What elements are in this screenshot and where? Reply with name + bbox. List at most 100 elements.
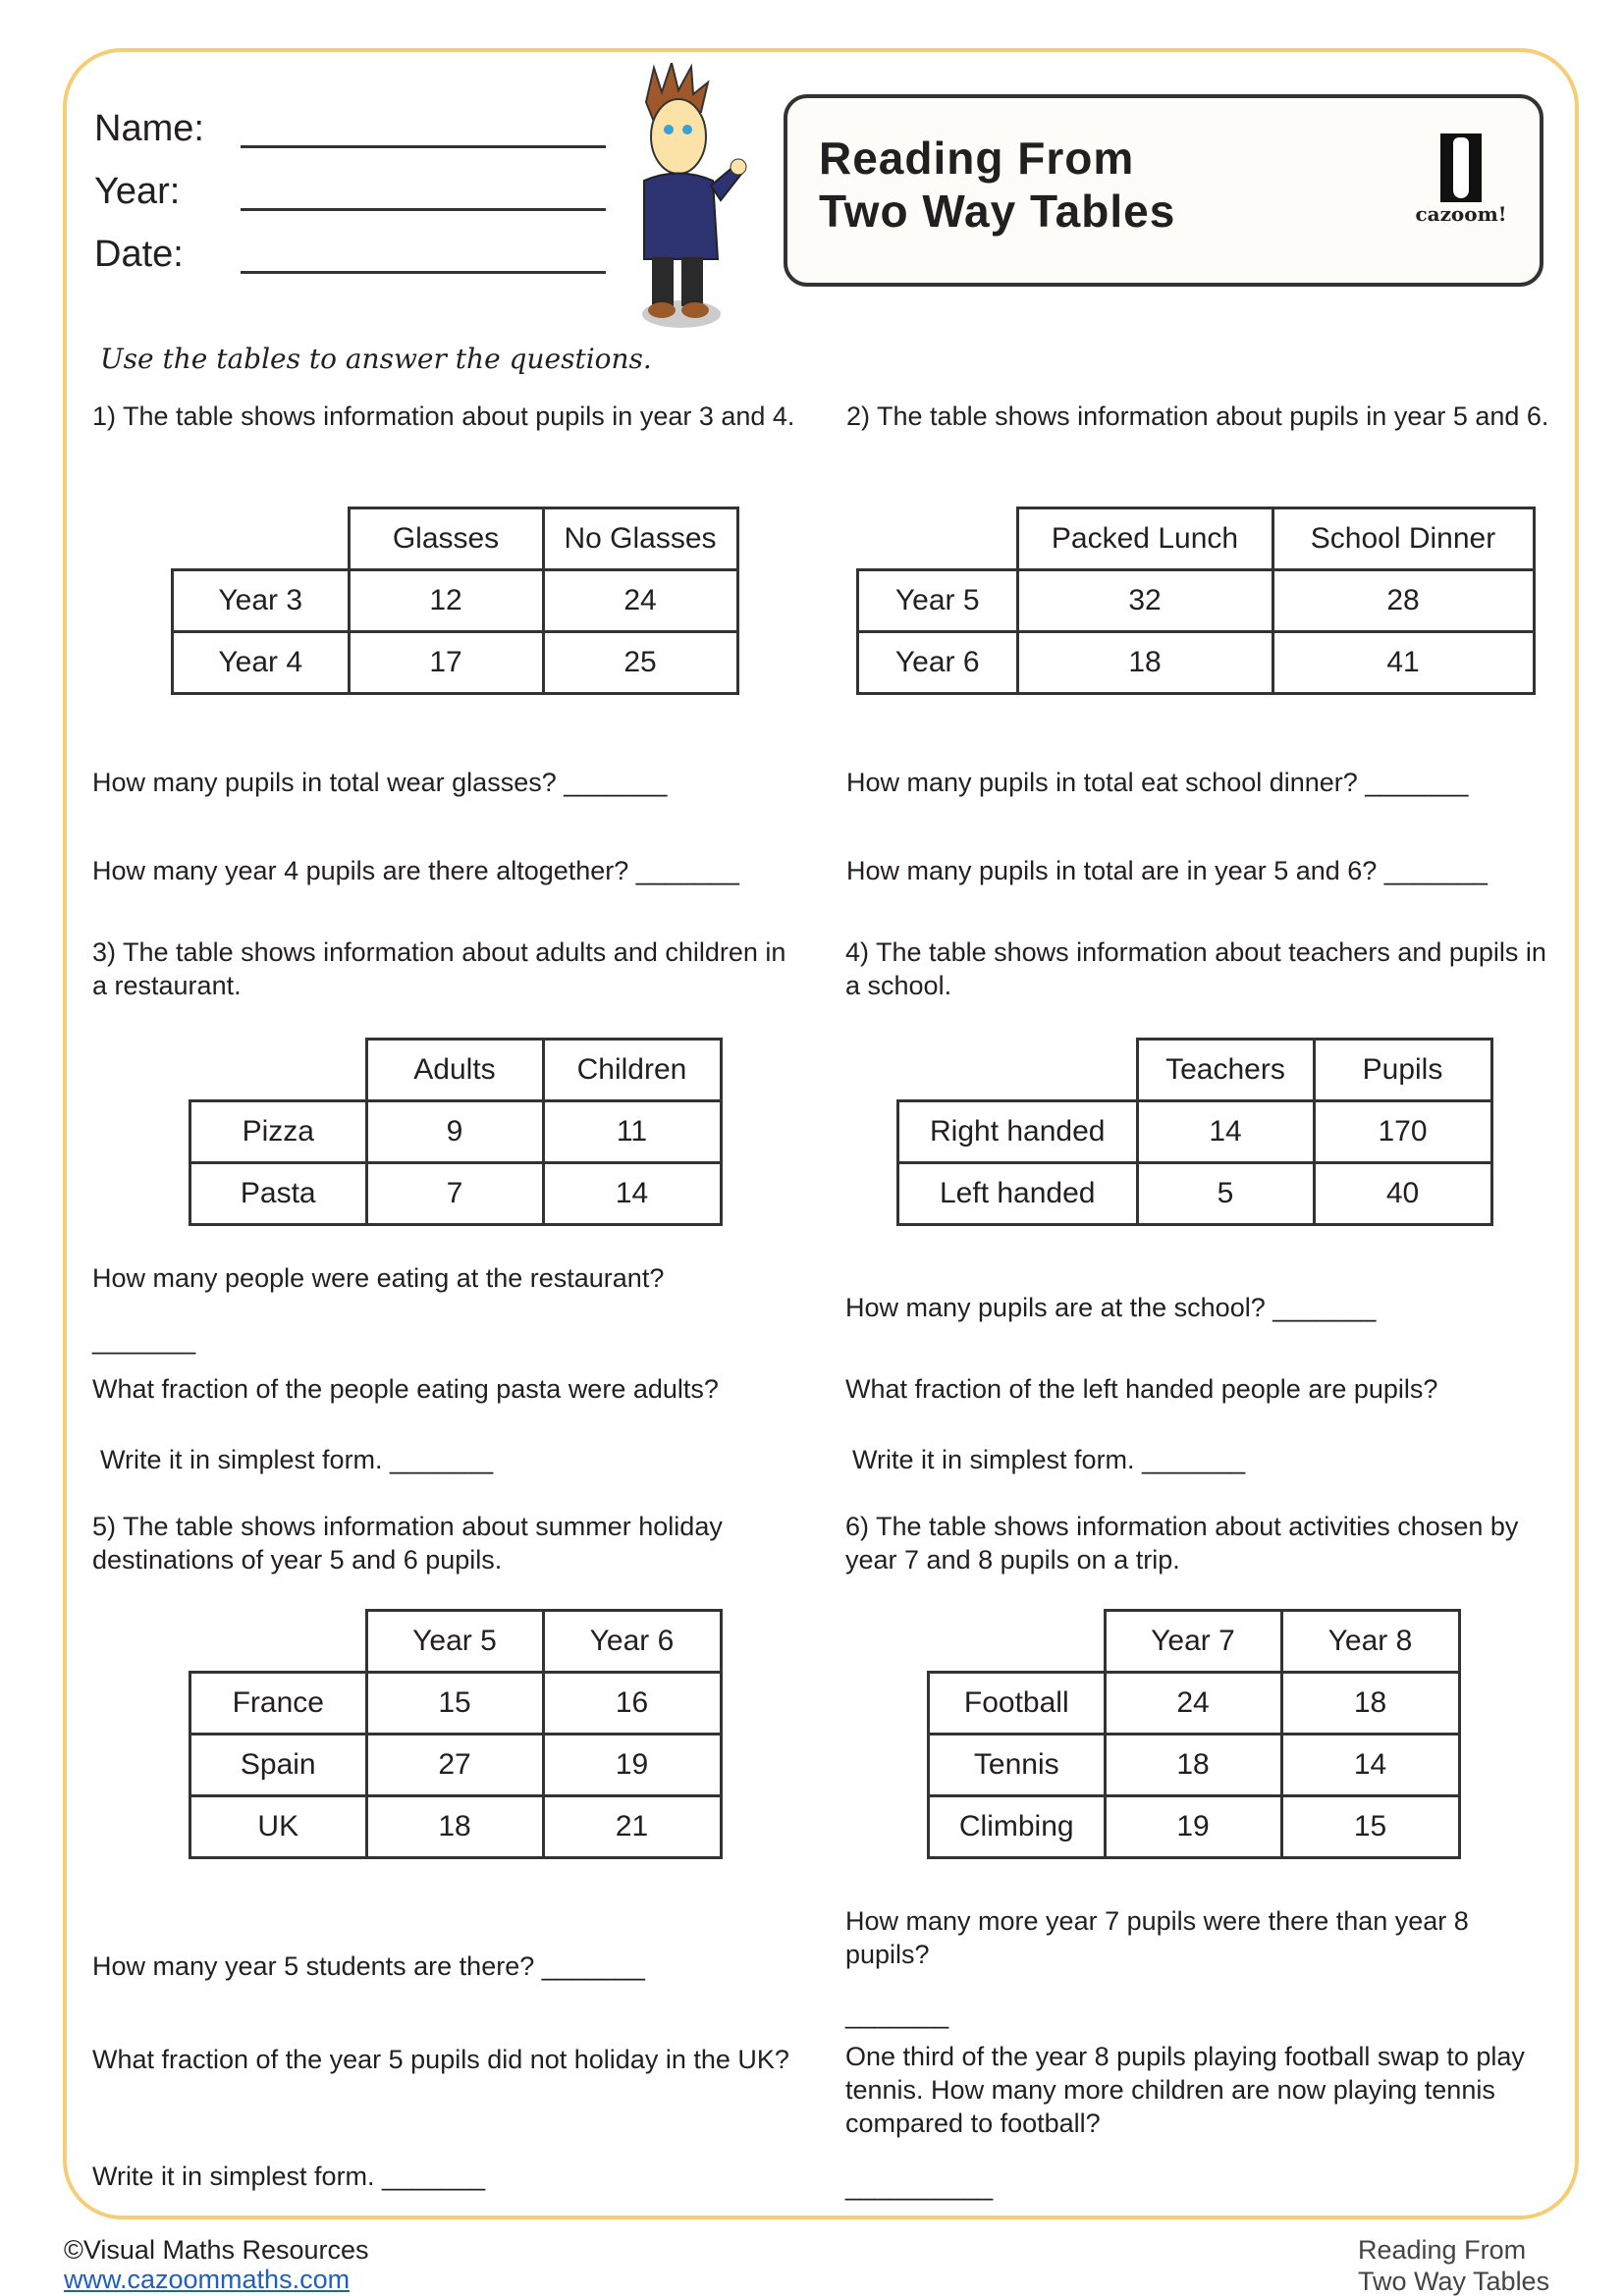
table-cell: 19: [1103, 1794, 1283, 1859]
table-cell: 17: [347, 630, 545, 695]
year-field[interactable]: [241, 208, 606, 211]
row-header: Year 4: [171, 630, 351, 695]
row-header: Tennis: [927, 1733, 1107, 1797]
row-header: UK: [189, 1794, 368, 1859]
q5-question-c: Write it in simplest form. _______: [92, 2162, 486, 2191]
table-header-row: Packed Lunch School Dinner: [858, 507, 1536, 571]
q3-question-c: Write it in simplest form. _______: [100, 1445, 494, 1474]
q2-table: Packed Lunch School Dinner Year 5 32 28 Year …: [856, 507, 1536, 695]
table-cell: 16: [541, 1671, 723, 1735]
q5-table: Year 5 Year 6 France 15 16 Spain 27 19 UK 18 21: [189, 1609, 723, 1859]
table-cell: 15: [364, 1671, 545, 1735]
table-cell: 25: [541, 630, 739, 695]
q6-question-b: One third of the year 8 pupils playing f…: [845, 2042, 1525, 2138]
table-row: Tennis 18 14: [927, 1733, 1461, 1797]
row-header: Pizza: [189, 1099, 368, 1164]
q4-table: Teachers Pupils Right handed 14 170 Left hand…: [896, 1038, 1493, 1226]
table-cell: 24: [541, 568, 739, 633]
title-line-2: Two Way Tables: [819, 186, 1176, 237]
table-cell: 18: [1103, 1733, 1283, 1797]
table-cell: 32: [1015, 568, 1274, 633]
q3-text: 3) The table shows information about adu…: [92, 937, 786, 1000]
row-header: France: [189, 1671, 368, 1735]
q1-question-b: How many year 4 pupils are there altoget…: [92, 856, 739, 885]
q4-question-c: Write it in simplest form. _______: [852, 1445, 1246, 1474]
row-header: Climbing: [927, 1794, 1107, 1859]
table-row: Pizza 9 11: [189, 1099, 723, 1164]
table-cell: 9: [364, 1099, 545, 1164]
row-header: Spain: [189, 1733, 368, 1797]
column-header: No Glasses: [541, 507, 739, 571]
row-header: Pasta: [189, 1161, 368, 1226]
table-cell: 12: [347, 568, 545, 633]
row-header: Right handed: [896, 1099, 1139, 1164]
name-label: Name:: [94, 108, 204, 149]
table-cell: 5: [1135, 1161, 1316, 1226]
q1-question-a: How many pupils in total wear glasses? _…: [92, 768, 668, 797]
column-header: Pupils: [1312, 1038, 1493, 1102]
empty-corner-cell: [173, 508, 350, 570]
table-cell: 19: [541, 1733, 723, 1797]
table-cell: 14: [1135, 1099, 1316, 1164]
title-line-1: Reading From: [819, 133, 1135, 184]
row-header: Football: [927, 1671, 1107, 1735]
date-field[interactable]: [241, 271, 606, 274]
column-header: Glasses: [347, 507, 545, 571]
column-header: Teachers: [1135, 1038, 1316, 1102]
column-header: Year 8: [1279, 1609, 1461, 1674]
table-row: Football 24 18: [927, 1671, 1461, 1735]
table-header-row: Adults Children: [190, 1038, 723, 1102]
column-header: School Dinner: [1271, 507, 1536, 571]
q2-question-b: How many pupils in total are in year 5 a…: [846, 856, 1488, 885]
column-header: Packed Lunch: [1015, 507, 1274, 571]
table-row: Spain 27 19: [189, 1733, 723, 1797]
table-cell: 24: [1103, 1671, 1283, 1735]
table-row: Year 3 12 24: [171, 568, 739, 633]
table-row: Left handed 5 40: [896, 1161, 1493, 1226]
table-header-row: Glasses No Glasses: [173, 507, 739, 571]
empty-corner-cell: [858, 508, 1018, 570]
copyright: ©Visual Maths Resources: [64, 2235, 369, 2265]
logo-icon: [1440, 133, 1482, 202]
empty-corner-cell: [929, 1611, 1106, 1673]
table-cell: 40: [1312, 1161, 1493, 1226]
table-cell: 27: [364, 1733, 545, 1797]
q1-text: 1) The table shows information about pup…: [92, 401, 795, 431]
table-row: Year 5 32 28: [856, 568, 1536, 633]
row-header: Left handed: [896, 1161, 1139, 1226]
empty-corner-cell: [190, 1040, 367, 1101]
q1-table: Glasses No Glasses Year 3 12 24 Year 4 17 25: [171, 507, 739, 695]
table-cell: 21: [541, 1794, 723, 1859]
table-header-row: Teachers Pupils: [898, 1038, 1493, 1102]
q2-question-a: How many pupils in total eat school dinn…: [846, 768, 1469, 797]
footer-title-2: Two Way Tables: [1358, 2267, 1550, 2296]
cazoom-logo: cazoom!: [1402, 133, 1520, 232]
q6-text: 6) The table shows information about act…: [845, 1512, 1519, 1575]
q3-answer-blank[interactable]: _______: [92, 1325, 196, 1355]
column-header: Children: [541, 1038, 723, 1102]
row-header: Year 3: [171, 568, 351, 633]
table-row: UK 18 21: [189, 1794, 723, 1859]
q6-answer-b-blank[interactable]: __________: [845, 2171, 994, 2201]
worksheet-title: Reading From Two Way Tables: [819, 132, 1175, 238]
table-header-row: Year 5 Year 6: [190, 1609, 723, 1674]
name-field[interactable]: [241, 145, 606, 148]
year-label: Year:: [94, 171, 181, 212]
website-link[interactable]: www.cazoommaths.com: [64, 2265, 351, 2294]
table-row: Year 4 17 25: [171, 630, 739, 695]
table-cell: 18: [1015, 630, 1274, 695]
q6-question-a: How many more year 7 pupils were there t…: [845, 1906, 1469, 1969]
table-row: Year 6 18 41: [856, 630, 1536, 695]
q6-answer-a-blank[interactable]: _______: [845, 2000, 949, 2029]
date-label: Date:: [94, 234, 184, 275]
row-header: Year 5: [856, 568, 1019, 633]
table-row: Pasta 7 14: [189, 1161, 723, 1226]
table-cell: 18: [364, 1794, 545, 1859]
row-header: Year 6: [856, 630, 1019, 695]
table-row: Climbing 19 15: [927, 1794, 1461, 1859]
q6-table: Year 7 Year 8 Football 24 18 Tennis 18 14 Climbi…: [927, 1609, 1461, 1859]
empty-corner-cell: [898, 1040, 1138, 1101]
page-border: [63, 48, 1579, 2219]
q5-text: 5) The table shows information about sum…: [92, 1512, 723, 1575]
instructions: Use the tables to answer the questions.: [100, 343, 652, 375]
